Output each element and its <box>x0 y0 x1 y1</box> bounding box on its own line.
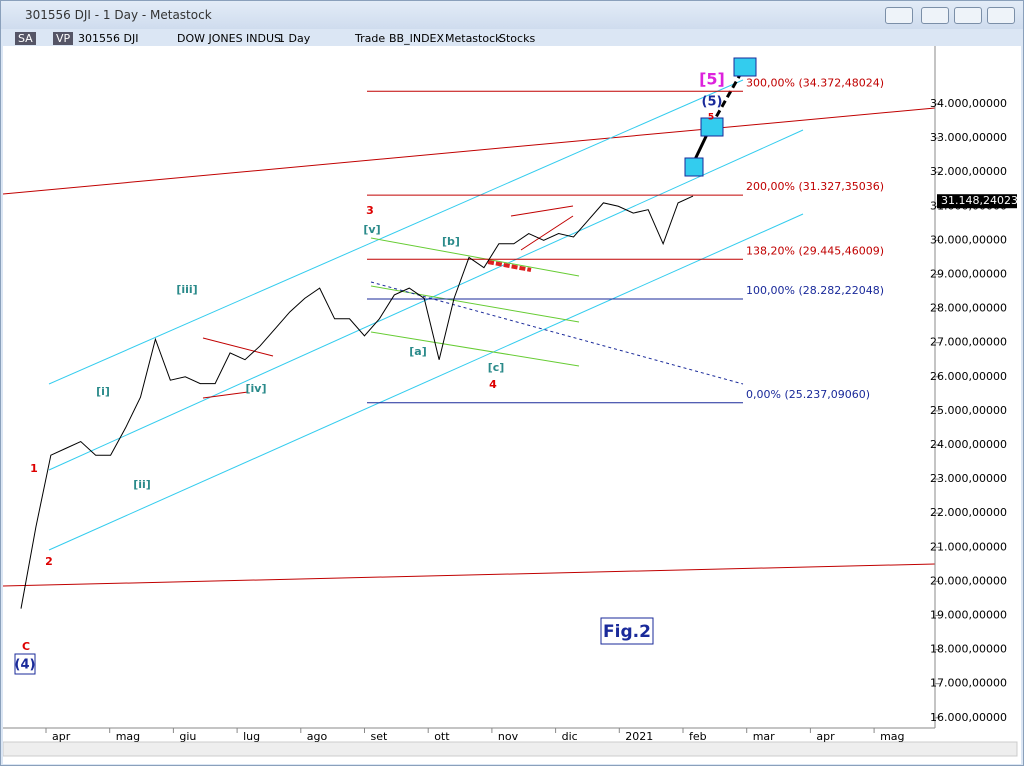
y-tick-label: 25.000,00000 <box>930 404 1007 417</box>
triangle-line <box>202 391 249 399</box>
minimize[interactable] <box>921 7 949 24</box>
wave-label: [ii] <box>133 478 151 491</box>
y-tick-label: 27.000,00000 <box>930 336 1007 349</box>
fib-label: 100,00% (28.282,22048) <box>746 284 884 297</box>
triangle-line <box>202 337 274 357</box>
toolbar-item[interactable]: BB_INDEX <box>389 32 445 45</box>
y-tick-label: 26.000,00000 <box>930 370 1007 383</box>
wave-label: [b] <box>442 235 460 248</box>
wave-label: [c] <box>488 361 505 374</box>
x-tick-label: apr <box>816 730 835 743</box>
toolbar-item[interactable]: VP <box>53 32 74 45</box>
window-title: 301556 DJI - 1 Day - Metastock <box>25 8 212 22</box>
projection-line <box>370 281 744 385</box>
trend-line <box>3 107 936 195</box>
triangle-line <box>510 205 574 217</box>
toolbar-item[interactable]: DOW JONES INDUS <box>177 32 282 45</box>
toolbar-item[interactable]: Metastock <box>445 32 502 45</box>
x-tick-label: nov <box>498 730 519 743</box>
button[interactable] <box>885 7 913 24</box>
y-tick-label: 28.000,00000 <box>930 302 1007 315</box>
wave-label: (5) <box>702 95 723 110</box>
y-tick-label: 21.000,00000 <box>930 540 1007 553</box>
x-tick-label: feb <box>689 730 707 743</box>
channel-line <box>48 213 804 551</box>
fig-box <box>600 617 654 645</box>
wave-label: [5] <box>699 70 725 89</box>
y-tick-label: 29.000,00000 <box>930 267 1007 280</box>
target-box <box>700 117 724 137</box>
trend-line <box>3 563 936 587</box>
y-tick-label: 22.000,00000 <box>930 506 1007 519</box>
wave-label: 2 <box>45 555 53 568</box>
price-line <box>20 195 694 609</box>
x-tick-label: mag <box>880 730 904 743</box>
wave-box <box>14 653 36 675</box>
x-tick-label: 2021 <box>625 730 653 743</box>
wave-label: [i] <box>96 385 110 398</box>
channel-line <box>48 79 744 385</box>
y-tick-label: 18.000,00000 <box>930 643 1007 656</box>
wave-label: [iv] <box>246 382 267 395</box>
figure-label: Fig.2 <box>603 622 651 642</box>
marker-line <box>487 260 532 272</box>
wave-label: 5 <box>708 113 714 123</box>
channel-line <box>370 237 580 277</box>
wave-label: [a] <box>409 345 426 358</box>
close[interactable] <box>987 7 1015 24</box>
x-tick-label: ott <box>434 730 450 743</box>
y-tick-label: 33.000,00000 <box>930 131 1007 144</box>
fib-label: 200,00% (31.327,35036) <box>746 180 884 193</box>
y-tick-label: 34.000,00000 <box>930 97 1007 110</box>
y-tick-label: 30.000,00000 <box>930 233 1007 246</box>
toolbar-item[interactable]: Trade <box>355 32 386 45</box>
toolbar-item[interactable]: Stocks <box>499 32 536 45</box>
wave-label: 4 <box>489 378 497 391</box>
x-tick-label: apr <box>52 730 71 743</box>
last-price-label: 31.148,24023 <box>941 194 1018 207</box>
y-tick-label: 16.000,00000 <box>930 711 1007 724</box>
y-tick-label: 23.000,00000 <box>930 472 1007 485</box>
x-tick-label: giu <box>179 730 196 743</box>
x-tick-label: mag <box>116 730 140 743</box>
wave-label: [v] <box>363 223 380 236</box>
y-tick-label: 17.000,00000 <box>930 677 1007 690</box>
channel-line <box>48 129 804 471</box>
scrollbar[interactable] <box>3 741 1018 757</box>
y-tick-label: 19.000,00000 <box>930 608 1007 621</box>
chart: 1 2 C (4) [i] [ii] [iii] [iv] [v] 3 [a] … <box>3 46 1021 764</box>
wave-label: 3 <box>366 204 374 217</box>
wave-label: 1 <box>30 462 38 475</box>
y-tick-label: 20.000,00000 <box>930 574 1007 587</box>
last-price-tag <box>937 194 1017 209</box>
wave-label: (4) <box>15 658 36 673</box>
x-tick-label: ago <box>307 730 328 743</box>
fib-label: 300,00% (34.372,48024) <box>746 76 884 89</box>
maximize[interactable] <box>954 7 982 24</box>
toolbar-item[interactable]: 1 Day <box>278 32 311 45</box>
x-tick-label: mar <box>753 730 775 743</box>
toolbar-item[interactable]: 301556 DJI <box>78 32 139 45</box>
trend-lines <box>3 57 936 675</box>
toolbar: SA VP 301556 DJI DOW JONES INDUS 1 Day T… <box>1 29 1023 47</box>
x-tick-label: set <box>371 730 388 743</box>
toolbar-item[interactable]: SA <box>15 32 36 45</box>
fib-label: 0,00% (25.237,09060) <box>746 388 870 401</box>
y-tick-label: 24.000,00000 <box>930 438 1007 451</box>
target-box <box>684 157 704 177</box>
y-tick-label: 32.000,00000 <box>930 165 1007 178</box>
title-bar: 301556 DJI - 1 Day - Metastock <box>1 1 1023 29</box>
target-box <box>733 57 757 77</box>
fib-label: 138,20% (29.445,46009) <box>746 244 884 257</box>
channel-line <box>370 331 580 367</box>
wave-label: [iii] <box>176 283 197 296</box>
x-tick-label: lug <box>243 730 260 743</box>
wave-label: C <box>22 640 30 653</box>
x-tick-label: dic <box>562 730 578 743</box>
triangle-line <box>520 215 574 251</box>
